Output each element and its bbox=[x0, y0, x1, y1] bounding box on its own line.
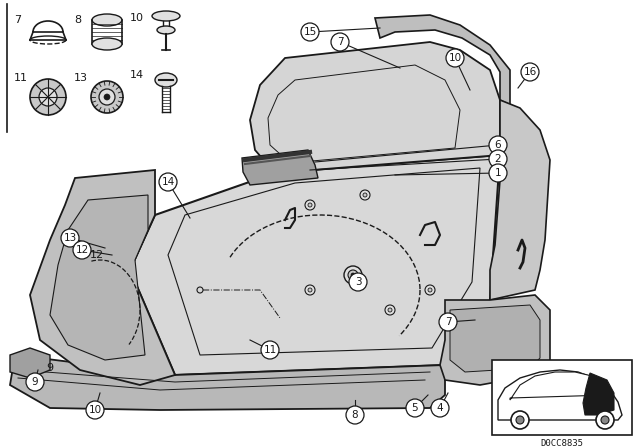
Circle shape bbox=[428, 288, 432, 292]
Circle shape bbox=[104, 94, 110, 100]
Text: 15: 15 bbox=[303, 27, 317, 37]
Circle shape bbox=[30, 79, 66, 115]
Circle shape bbox=[91, 81, 123, 113]
Circle shape bbox=[305, 200, 315, 210]
Circle shape bbox=[363, 193, 367, 197]
Text: 2: 2 bbox=[495, 154, 501, 164]
Circle shape bbox=[346, 406, 364, 424]
Text: 9: 9 bbox=[47, 363, 54, 373]
Circle shape bbox=[385, 305, 395, 315]
Text: 14: 14 bbox=[130, 70, 144, 80]
Ellipse shape bbox=[92, 14, 122, 26]
Ellipse shape bbox=[152, 11, 180, 21]
Polygon shape bbox=[30, 170, 175, 385]
Polygon shape bbox=[490, 100, 550, 300]
Circle shape bbox=[489, 164, 507, 182]
Text: 12: 12 bbox=[76, 245, 88, 255]
Circle shape bbox=[331, 33, 349, 51]
Circle shape bbox=[308, 288, 312, 292]
Polygon shape bbox=[440, 295, 550, 385]
Text: D0CC8835: D0CC8835 bbox=[541, 439, 584, 448]
Text: 16: 16 bbox=[524, 67, 536, 77]
Polygon shape bbox=[242, 150, 318, 185]
Circle shape bbox=[511, 411, 529, 429]
Polygon shape bbox=[10, 355, 445, 410]
Text: 10: 10 bbox=[449, 53, 461, 63]
Text: 4: 4 bbox=[436, 403, 444, 413]
Ellipse shape bbox=[155, 73, 177, 87]
Circle shape bbox=[261, 341, 279, 359]
Polygon shape bbox=[250, 42, 500, 173]
Circle shape bbox=[61, 229, 79, 247]
Text: 7: 7 bbox=[14, 15, 21, 25]
Polygon shape bbox=[450, 305, 540, 372]
Circle shape bbox=[308, 203, 312, 207]
Text: 6: 6 bbox=[495, 140, 501, 150]
Circle shape bbox=[348, 270, 358, 280]
Circle shape bbox=[425, 285, 435, 295]
Polygon shape bbox=[510, 372, 608, 400]
Circle shape bbox=[39, 88, 57, 106]
Text: 1: 1 bbox=[495, 168, 501, 178]
Text: 8: 8 bbox=[74, 15, 81, 25]
Polygon shape bbox=[375, 15, 510, 105]
Circle shape bbox=[596, 411, 614, 429]
Circle shape bbox=[344, 266, 362, 284]
Circle shape bbox=[73, 241, 91, 259]
Text: 10: 10 bbox=[130, 13, 144, 23]
Polygon shape bbox=[10, 348, 50, 378]
Text: 12: 12 bbox=[90, 250, 104, 260]
Polygon shape bbox=[498, 370, 622, 420]
Circle shape bbox=[446, 49, 464, 67]
Text: 11: 11 bbox=[14, 73, 28, 83]
Circle shape bbox=[26, 373, 44, 391]
Text: 7: 7 bbox=[337, 37, 343, 47]
Ellipse shape bbox=[92, 38, 122, 50]
Text: 14: 14 bbox=[161, 177, 175, 187]
Circle shape bbox=[516, 416, 524, 424]
Ellipse shape bbox=[157, 26, 175, 34]
Circle shape bbox=[351, 273, 355, 277]
Circle shape bbox=[489, 150, 507, 168]
Circle shape bbox=[431, 399, 449, 417]
Circle shape bbox=[349, 273, 367, 291]
Bar bbox=[492, 360, 632, 435]
Text: 8: 8 bbox=[352, 410, 358, 420]
Circle shape bbox=[601, 416, 609, 424]
Text: 13: 13 bbox=[63, 233, 77, 243]
Text: 13: 13 bbox=[74, 73, 88, 83]
Circle shape bbox=[439, 313, 457, 331]
Text: 10: 10 bbox=[88, 405, 102, 415]
Circle shape bbox=[489, 136, 507, 154]
Polygon shape bbox=[130, 155, 500, 375]
Circle shape bbox=[388, 308, 392, 312]
Circle shape bbox=[301, 23, 319, 41]
Circle shape bbox=[159, 173, 177, 191]
Circle shape bbox=[360, 190, 370, 200]
Text: 5: 5 bbox=[412, 403, 419, 413]
Text: 9: 9 bbox=[32, 377, 38, 387]
Circle shape bbox=[406, 399, 424, 417]
Circle shape bbox=[305, 285, 315, 295]
Circle shape bbox=[99, 89, 115, 105]
Circle shape bbox=[86, 401, 104, 419]
Polygon shape bbox=[583, 373, 614, 415]
Polygon shape bbox=[50, 195, 148, 360]
Text: 3: 3 bbox=[355, 277, 362, 287]
Text: 11: 11 bbox=[264, 345, 276, 355]
Circle shape bbox=[521, 63, 539, 81]
Text: 7: 7 bbox=[445, 317, 451, 327]
